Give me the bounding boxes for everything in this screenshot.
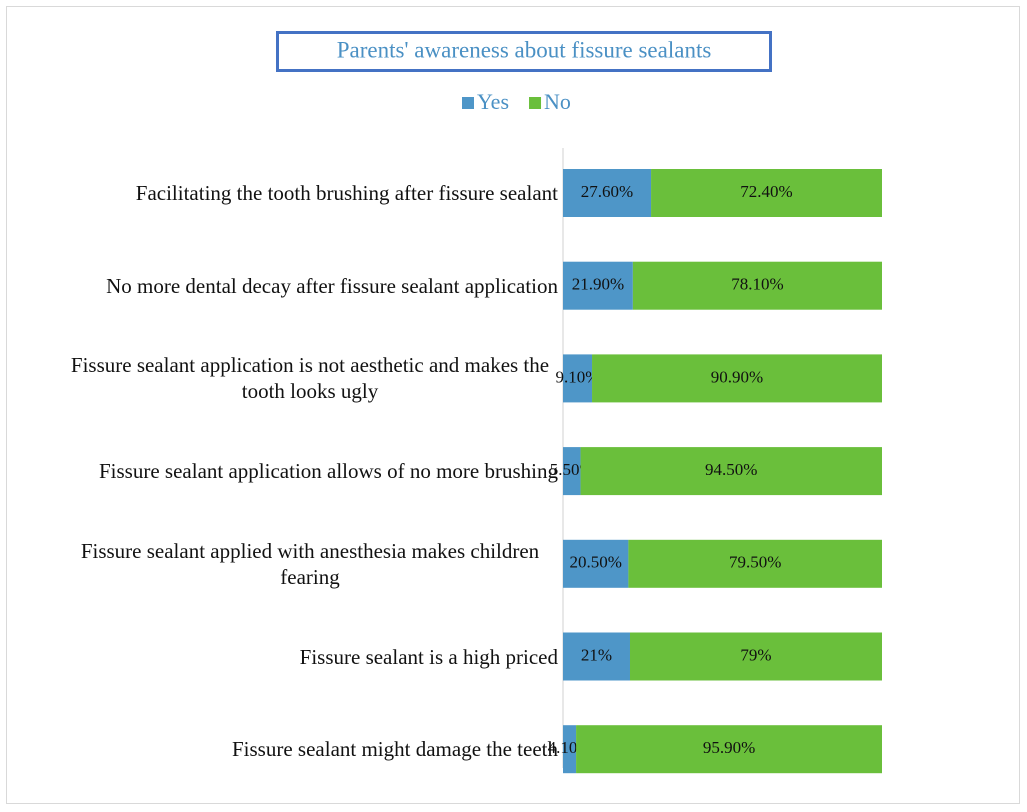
category-label: Fissure sealant application is not aesth… <box>70 353 550 404</box>
bar-segment <box>592 354 882 403</box>
value-label: 94.50% <box>705 460 757 479</box>
category-label: No more dental decay after fissure seala… <box>106 273 558 298</box>
bar-segment <box>563 725 577 774</box>
bar-segment <box>563 261 633 310</box>
value-label: 20.50% <box>569 553 621 572</box>
legend-swatch <box>462 97 474 109</box>
value-label: 90.90% <box>711 367 763 386</box>
legend-swatch <box>529 97 542 109</box>
value-label: 9.10% <box>556 367 600 386</box>
category-label: Fissure sealant is a high priced <box>299 644 558 669</box>
category-label: Fissure sealant applied with anesthesia … <box>80 538 540 589</box>
bar-segment <box>563 169 652 217</box>
legend-label: No <box>544 89 571 114</box>
bar-segment <box>629 632 882 681</box>
value-label: 27.60% <box>581 182 633 201</box>
value-label: 72.40% <box>740 182 792 201</box>
value-label: 79.50% <box>729 553 781 572</box>
bar-segment <box>563 632 630 681</box>
legend-label: Yes <box>477 89 509 114</box>
category-label: Facilitating the tooth brushing after fi… <box>135 181 558 205</box>
bar-segment <box>576 725 882 774</box>
chart-frame <box>6 6 1020 804</box>
value-label: 95.90% <box>703 738 755 757</box>
bar-segment <box>651 169 882 217</box>
title-box <box>276 31 772 72</box>
chart-title: Parents' awareness about fissure sealant… <box>337 37 712 62</box>
bar-segment <box>628 539 882 588</box>
category-label: Fissure sealant might damage the teeth <box>232 737 558 762</box>
bar-segment <box>563 539 629 588</box>
value-label: 21.90% <box>572 275 624 294</box>
bar-segment <box>632 261 882 310</box>
value-label: 79% <box>740 645 771 664</box>
bar-segment <box>580 447 882 496</box>
category-label: Fissure sealant application allows of no… <box>99 459 558 484</box>
value-label: 78.10% <box>731 275 783 294</box>
bar-segment <box>563 354 593 403</box>
bar-segment <box>563 447 581 496</box>
value-label: 21% <box>581 645 612 664</box>
